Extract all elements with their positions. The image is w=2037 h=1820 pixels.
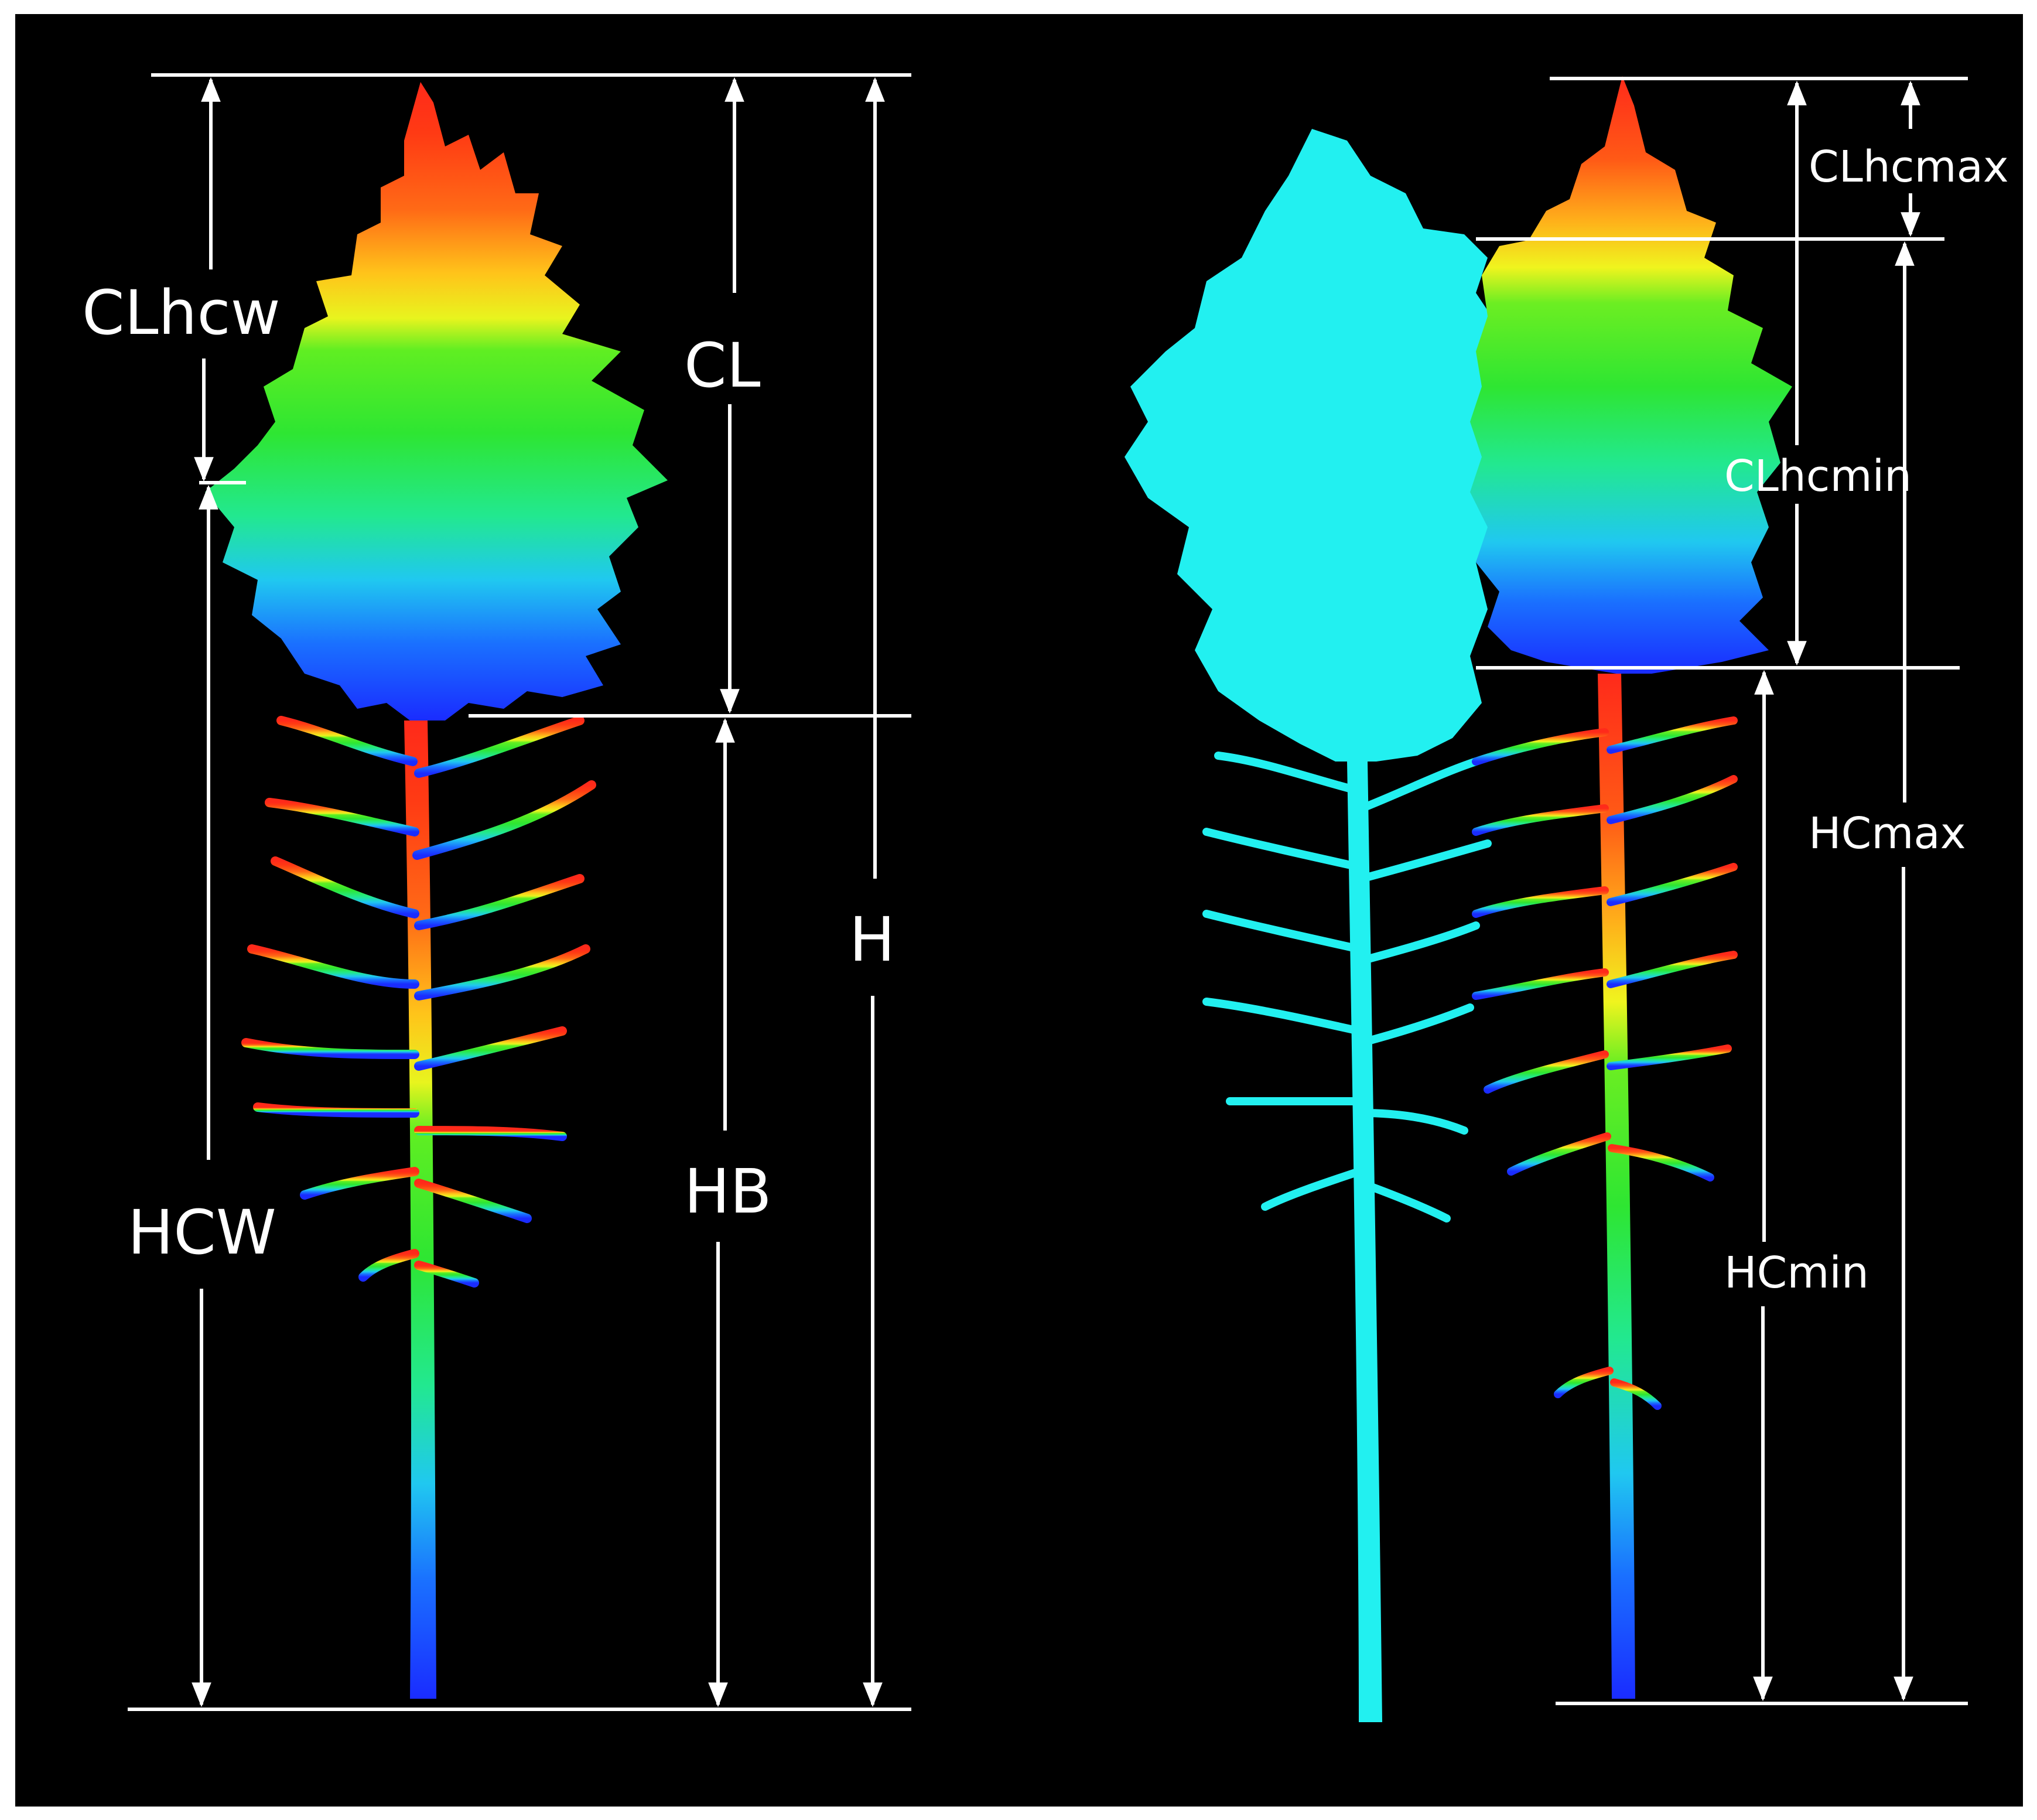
left-labels: CLhcw CL H HCW HB: [82, 277, 895, 1268]
label-cl: CL: [684, 330, 761, 401]
label-clhcw: CLhcw: [82, 277, 281, 349]
neighbor-tree-point-cloud: [1125, 129, 1499, 1722]
right-labels: CLhcmax CLhcmin HCmax HCmin: [1724, 142, 2009, 1298]
left-tree-point-cloud: [205, 82, 668, 1699]
left-dimension-lines: [128, 73, 911, 1711]
right-dimension-lines: [1476, 77, 1968, 1705]
label-h: H: [849, 904, 895, 975]
label-hcw: HCW: [128, 1197, 276, 1268]
label-hcmax: HCmax: [1809, 808, 1966, 859]
label-hb: HB: [684, 1156, 772, 1227]
label-clhcmax: CLhcmax: [1809, 142, 2009, 192]
label-hcmin: HCmin: [1724, 1248, 1869, 1298]
label-clhcmin: CLhcmin: [1724, 451, 1912, 501]
target-tree-point-cloud: [1470, 76, 1792, 1699]
